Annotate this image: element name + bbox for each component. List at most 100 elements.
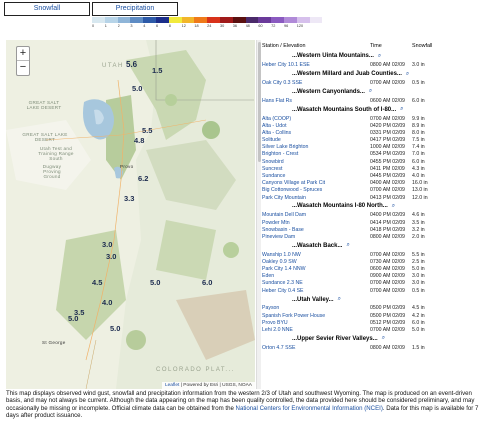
station-link[interactable]: Park City Mountain [262,194,306,201]
zoom-out-button[interactable]: − [19,61,27,73]
station-link[interactable]: Big Cottonwood - Spruces [262,187,323,194]
station-link[interactable]: Wanship 1.0 NW [262,251,301,258]
station-link[interactable]: Snowbasin - Base [262,226,304,233]
table-row: Powder Mtn 0414 PM 02/09 3.5 in [262,219,491,226]
table-row: Pineview Dam 0800 AM 02/09 2.0 in [262,233,491,240]
color-scale-label: 0 [92,24,95,28]
table-row: Provo BYU 0512 PM 02/09 6.0 in [262,319,491,326]
station-link[interactable]: Heber City 0.4 SE [262,287,304,294]
station-link[interactable]: Provo BYU [262,319,288,326]
header-time: Time [370,42,382,49]
station-link[interactable]: Snowbird [262,158,284,165]
map-value[interactable]: 5.0 [110,324,121,333]
color-scale-swatch [181,17,195,23]
station-link[interactable]: Lehi 2.0 NNE [262,327,293,333]
zoom-to-icon[interactable]: ⌕ [368,88,373,95]
map-value[interactable]: 5.6 [126,60,138,69]
zoom-to-icon[interactable]: ⌕ [391,202,396,209]
station-link[interactable]: Sundance 2.3 NE [262,280,303,287]
table-row: Silver Lake Brighton 1000 AM 02/09 7.4 in [262,144,491,151]
time-cell: 0700 AM 02/09 [370,327,405,333]
zoom-to-icon[interactable]: ⌕ [346,242,350,249]
table-scrollbar[interactable] [256,40,261,389]
snowfall-cell: 4.0 in [412,173,425,180]
station-link[interactable]: Alta (COOP) [262,115,292,122]
tab-precipitation[interactable]: Precipitation [92,2,178,16]
map-label-great-salt-lake-desert-north: GREAT SALT LAKE DESERT [26,100,62,110]
station-link[interactable]: Canyons Village at Park Cit [262,180,326,187]
station-link[interactable]: Pineview Dam [262,233,296,240]
map-value[interactable]: 5.5 [142,126,153,135]
table-row: Sundance 0445 PM 02/09 4.0 in [262,172,491,179]
map-value[interactable]: 4.8 [134,136,145,145]
time-cell: 0700 AM 02/09 [370,79,405,86]
station-link[interactable]: Powder Mtn [262,219,290,226]
map-value[interactable]: 5.0 [68,314,79,323]
color-scale-label: 2 [117,24,120,28]
tab-snowfall[interactable]: Snowfall [4,2,90,16]
station-link[interactable]: Mountain Dell Dam [262,212,307,219]
section-header: ...Wasatch Back... ⌕ [262,241,491,252]
zoom-control: + − [16,46,30,76]
station-link[interactable]: Silver Lake Brighton [262,144,309,151]
time-cell: 0500 PM 02/09 [370,305,406,312]
map-view[interactable]: + − UTAH GREAT SALT LAKE DESERT GREAT SA… [6,40,255,389]
color-scale-label: 8 [168,24,171,28]
station-link[interactable]: Solitude [262,137,281,144]
map-value[interactable]: 1.5 [152,66,163,75]
station-link[interactable]: Oakley 0.9 SW [262,258,297,265]
ncei-link[interactable]: National Centers for Environmental Infor… [235,404,383,412]
station-link[interactable]: Heber City 10.1 ESE [262,62,310,69]
snowfall-cell: 3.0 in [412,273,425,280]
map-value[interactable]: 3.0 [102,240,113,249]
map-value[interactable]: 6.0 [202,278,213,287]
station-link[interactable]: Oak City 0.3 SSE [262,79,303,86]
color-scale-swatch [309,17,323,23]
map-value[interactable]: 3.3 [124,194,135,203]
snowfall-cell: 2.5 in [412,258,425,265]
table-header: Station / Elevation Time Snowfall [262,40,491,51]
color-scale-swatch [155,17,169,23]
map-label-colorado-plateau: COLORADO PLAT... [156,367,235,373]
map-value[interactable]: 4.0 [102,298,113,307]
color-scale-label: 30 [219,24,225,28]
station-link[interactable]: Payson [262,305,280,312]
zoom-to-icon[interactable]: ⌕ [337,296,341,303]
time-cell: 0413 PM 02/09 [370,194,406,201]
station-link[interactable]: Brighton - Crest [262,151,299,158]
station-link[interactable]: Alta - Collins [262,129,292,136]
time-cell: 0700 AM 02/09 [370,115,405,122]
station-link[interactable]: Hans Flat Rs [262,97,292,104]
station-link[interactable]: Spanish Fork Power House [262,312,326,319]
station-link[interactable]: Sundance [262,173,286,180]
station-link[interactable]: Alta - Udot [262,122,287,129]
table-row: Big Cottonwood - Spruces 0700 AM 02/09 13.… [262,187,491,194]
map-value[interactable]: 5.0 [132,84,143,93]
zoom-to-icon[interactable]: ⌕ [400,106,404,113]
map-label-test-range: Utah Test and Training Range South [38,146,74,161]
station-link[interactable]: Suncrest [262,165,283,172]
map-value[interactable]: 5.0 [150,278,161,287]
snowfall-cell: 12.0 in [412,194,428,201]
station-link[interactable]: Eden [262,273,275,280]
map-value[interactable]: 3.5 [74,308,85,317]
time-cell: 0800 AM 02/09 [370,62,405,69]
map-value[interactable]: 4.5 [92,278,103,287]
snowfall-cell: 4.5 in [412,305,425,312]
time-cell: 0445 PM 02/09 [370,173,406,180]
zoom-in-button[interactable]: + [17,47,29,61]
zoom-to-icon[interactable]: ⌕ [377,52,382,59]
time-cell: 0534 PM 02/09 [370,151,406,158]
zoom-to-icon[interactable]: ⌕ [405,70,410,77]
map-value[interactable]: 3.0 [106,252,117,261]
station-link[interactable]: Orton 4.7 SSE [262,344,296,351]
zoom-to-icon[interactable]: ⌕ [381,335,386,342]
map-value[interactable]: 6.2 [138,174,149,183]
snowfall-cell: 9.9 in [412,115,425,122]
leaflet-link[interactable]: Leaflet [164,383,180,388]
station-link[interactable]: Park City 1.4 NNW [262,266,306,273]
color-scale-swatch [271,17,284,23]
color-scale-label: 3 [130,24,133,28]
time-cell: 0414 PM 02/09 [370,219,406,226]
scrollbar-thumb[interactable] [258,42,261,162]
